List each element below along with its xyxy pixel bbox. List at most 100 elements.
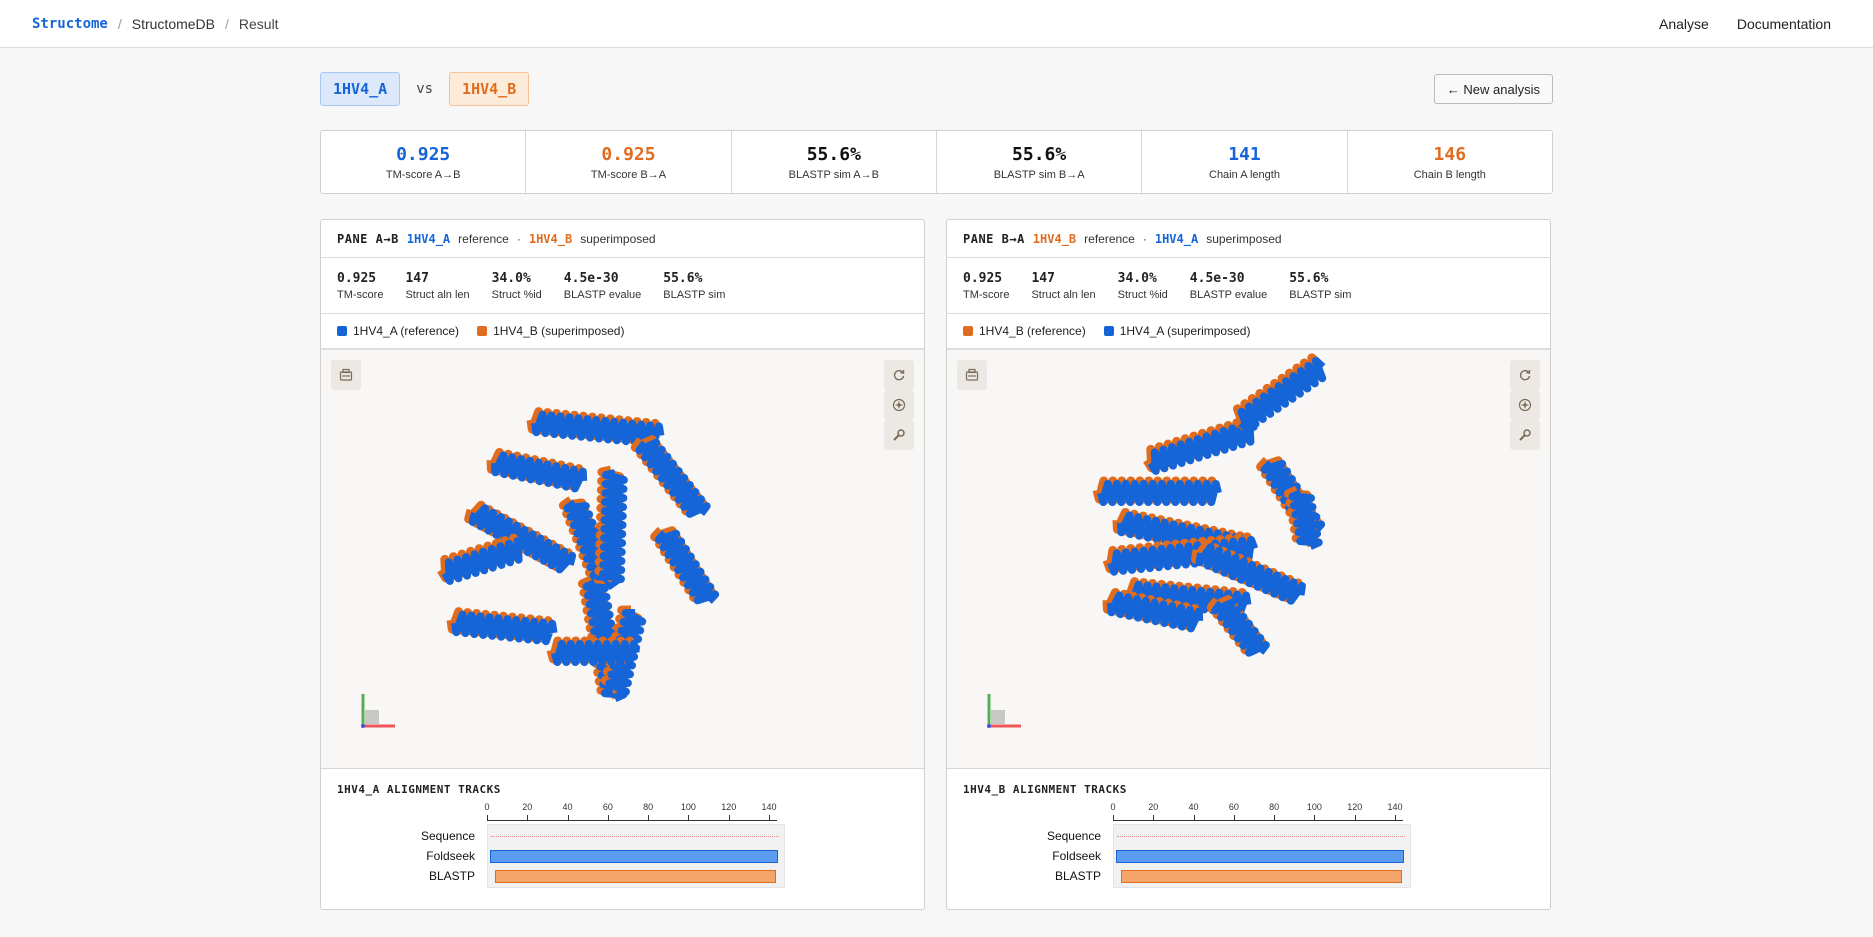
tick-label: 80 <box>643 802 654 812</box>
tick-label: 100 <box>1306 802 1322 812</box>
settings-wrench-icon[interactable] <box>1510 420 1540 450</box>
helix-ribbon <box>531 410 665 448</box>
tick-mark <box>1233 815 1235 820</box>
structure-viewer[interactable] <box>947 349 1550 769</box>
track-label: Foldseek <box>1052 849 1101 863</box>
breadcrumb-structomedb[interactable]: StructomeDB <box>131 15 215 32</box>
pane-b-to-a: PANE B→A 1HV4_B reference · 1HV4_A super… <box>946 219 1551 910</box>
stat-tm-b-a: 0.925 TM-score B→A <box>526 131 732 193</box>
superimposed-id: 1HV4_B <box>528 231 573 246</box>
metric: 0.925 TM-score <box>963 271 1009 301</box>
metric-label: Struct aln len <box>1031 288 1096 301</box>
chain-b-badge: 1HV4_B <box>449 72 530 106</box>
screenshot-icon[interactable] <box>957 360 987 390</box>
helix-ribbon <box>654 529 720 605</box>
stat-value: 0.925 <box>396 143 451 165</box>
pane-title: PANE B→A <box>963 231 1025 246</box>
metric: 4.5e-30 BLASTP evalue <box>564 271 641 301</box>
foldseek-bar[interactable] <box>1116 850 1404 863</box>
metric-label: BLASTP evalue <box>563 288 642 301</box>
settings-wrench-icon[interactable] <box>884 420 914 450</box>
tick-label: 0 <box>484 802 490 812</box>
tick-label: 20 <box>1148 802 1159 812</box>
metric-value: 0.925 <box>337 270 377 286</box>
pane-legend: 1HV4_A (reference) 1HV4_B (superimposed) <box>321 314 924 349</box>
blastp-bar[interactable] <box>1121 870 1402 883</box>
nav-analyse-link[interactable]: Analyse <box>1659 15 1709 32</box>
metric: 34.0% Struct %id <box>492 271 542 301</box>
spin-icon[interactable] <box>884 390 914 420</box>
tick-mark <box>1395 815 1396 820</box>
pane-a-to-b: PANE A→B 1HV4_A reference · 1HV4_B super… <box>320 219 925 910</box>
tick-label: 140 <box>1387 802 1403 812</box>
pane-metrics: 0.925 TM-score 147 Struct aln len 34.0% Struc… <box>321 258 924 314</box>
tick-label: 140 <box>761 802 777 812</box>
screenshot-icon[interactable] <box>331 360 361 390</box>
metric-value: 0.925 <box>963 270 1003 286</box>
stat-label: TM-score B→A <box>590 168 667 181</box>
pane-title: PANE A→B <box>337 231 399 246</box>
reference-word: reference <box>1084 231 1135 246</box>
legend-superimposed: 1HV4_A (superimposed) <box>1103 324 1251 338</box>
legend-label: 1HV4_A (superimposed) <box>1119 324 1251 338</box>
stat-chain-b-length: 146 Chain B length <box>1348 131 1552 193</box>
spin-icon[interactable] <box>1510 390 1540 420</box>
tick-mark <box>688 815 690 820</box>
tick-label: 40 <box>562 802 573 812</box>
reset-view-icon[interactable] <box>1510 360 1540 390</box>
stat-value: 55.6% <box>806 143 861 165</box>
legend-label: 1HV4_A (reference) <box>353 324 460 338</box>
stat-value: 141 <box>1228 143 1261 165</box>
legend-superimposed: 1HV4_B (superimposed) <box>477 324 624 338</box>
track-label: Sequence <box>1046 829 1101 843</box>
metric-label: BLASTP sim <box>1289 288 1352 301</box>
orientation-axes-icon <box>987 694 1021 728</box>
pane-header: PANE A→B 1HV4_A reference · 1HV4_B super… <box>321 220 924 258</box>
metric: 55.6% BLASTP sim <box>663 271 725 301</box>
helix-ribbon <box>1195 543 1306 605</box>
stat-blastp-b-a: 55.6% BLASTP sim B→A <box>937 131 1143 193</box>
tick-mark <box>648 815 650 820</box>
legend-swatch <box>337 326 347 336</box>
metric: 34.0% Struct %id <box>1118 271 1168 301</box>
metric: 4.5e-30 BLASTP evalue <box>1190 271 1267 301</box>
reset-view-icon[interactable] <box>884 360 914 390</box>
sequence-track <box>1117 836 1405 837</box>
breadcrumb: Structome / StructomeDB / Result <box>32 16 1659 32</box>
tick-mark <box>487 815 488 820</box>
breadcrumb-separator: / <box>225 15 229 32</box>
brand-link[interactable]: Structome <box>32 15 108 32</box>
helix-ribbon <box>635 438 711 518</box>
foldseek-bar[interactable] <box>490 850 778 863</box>
stat-label: BLASTP sim B→A <box>993 168 1085 181</box>
metric-label: TM-score <box>337 288 384 301</box>
tick-label: 60 <box>602 802 613 812</box>
reference-word: reference <box>458 231 509 246</box>
stat-blastp-a-b: 55.6% BLASTP sim A→B <box>732 131 937 193</box>
alignment-tracks: 1HV4_B ALIGNMENT TRACKS 0 20 40 60 80 100 120 1… <box>947 769 1550 910</box>
reference-id: 1HV4_A <box>406 231 451 246</box>
metric-label: Struct aln len <box>405 288 470 301</box>
structure-viewer[interactable] <box>321 349 924 769</box>
metric-value: 4.5e-30 <box>563 270 619 286</box>
blastp-bar[interactable] <box>495 870 776 883</box>
reference-id: 1HV4_B <box>1032 231 1077 246</box>
track-label: BLASTP <box>428 869 475 883</box>
pane-header: PANE B→A 1HV4_B reference · 1HV4_A super… <box>947 220 1550 258</box>
metric: 55.6% BLASTP sim <box>1289 271 1351 301</box>
metric-value: 147 <box>405 270 429 286</box>
track-chart: 0 20 40 60 80 100 120 140 Sequence Foldseek BLASTP <box>963 802 1534 896</box>
nav-documentation-link[interactable]: Documentation <box>1736 15 1831 32</box>
tick-label: 120 <box>1347 802 1363 812</box>
legend-swatch <box>963 326 973 336</box>
tick-mark <box>607 815 609 820</box>
helix-ribbon <box>468 504 577 574</box>
helix-ribbon <box>441 537 526 585</box>
tick-label: 120 <box>721 802 737 812</box>
helix-ribbon <box>491 451 588 493</box>
metric: 147 Struct aln len <box>405 271 469 301</box>
stat-chain-a-length: 141 Chain A length <box>1142 131 1348 193</box>
new-analysis-button[interactable]: ← New analysis <box>1433 74 1553 104</box>
tick-label: 40 <box>1188 802 1199 812</box>
metric-label: Struct %id <box>1117 288 1168 301</box>
